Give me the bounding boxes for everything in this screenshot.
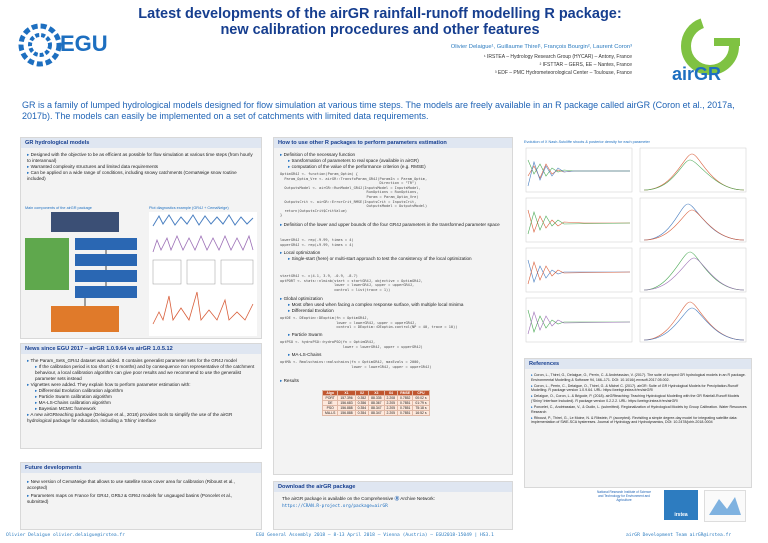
news-line-3: ▸ Vignettes were added. They explain how… — [27, 382, 191, 387]
partner-logo — [704, 490, 746, 522]
future-line-2: ▸ Parameters maps on France for GR4J, GR… — [27, 493, 233, 504]
table-row: PORT 157.396 0.352 88.335 2.208 0.7852 00:02 s — [321, 395, 430, 401]
table-row: PSO 156.888 0.354 88.347 2.205 0.7851 75:18 s — [321, 405, 430, 411]
de-label: ▸ Differential Evolution — [288, 308, 334, 313]
news-panel: News since EGU 2017 – airGR 1.0.9.64 vs … — [20, 343, 262, 449]
download-heading: Download the airGR package — [274, 482, 512, 492]
footer-contact: Olivier Delaigue olivier.delaigue@irstea… — [6, 533, 125, 538]
future-heading: Future developments — [21, 463, 261, 473]
howto-step-4: ▸ Global optimization — [280, 296, 323, 301]
reference-4: ▸ Poncelet, C., Andréassian, V., & Oudin… — [531, 405, 747, 414]
news-line-4: ▸ Differential Evolution calibration alg… — [35, 388, 124, 393]
affiliation-3: ³ EDF – PMC Hydrometeorological Center –… — [494, 70, 632, 76]
howto-heading: How to use other R packages to perform p… — [274, 138, 512, 148]
evolution-figure — [525, 147, 747, 343]
howto-step-4a: ▸ Most often used when facing a complex … — [288, 302, 464, 307]
future-panel: Future developments ▸ New version of Cem… — [20, 462, 262, 530]
diagnostics-plots — [149, 212, 257, 336]
cran-link[interactable]: https://CRAN.R-project.org/package=airGR — [282, 504, 388, 509]
authors: Olivier Delaigue¹, Guillaume Thirel¹, Fr… — [450, 44, 632, 50]
news-line-1: ▸ The Param_Sets_GR4J dataset was added.… — [27, 358, 237, 363]
howto-step-1b: ▸ computation of the value of the perfor… — [288, 164, 426, 169]
table-row: DE 156.683 0.356 88.367 2.205 0.7851 01:79 s — [321, 400, 430, 406]
ps-label: ▸ Particle Swarm — [288, 332, 323, 337]
ma-label: ▸ MA-LS-Chains — [288, 352, 322, 357]
institute-logo-text: National Research Institute of Science a… — [596, 490, 652, 502]
gr-bullet-3: ▸ Can be applied on a wide range of cond… — [27, 170, 237, 181]
news-line-5: ▸ Particle Swarm calibration algorithm — [35, 394, 112, 399]
news-line-7: ▸ Bayesian MCMC framework — [35, 406, 96, 411]
news-line-8: ▸ A new airGRteaching package (Delaigue … — [27, 412, 233, 423]
results-table: Algo X1 X2 X3 X4 RMSE CPU PORT 157.396 0.3… — [321, 390, 430, 416]
news-line-6: ▸ MA-LS-Chains calibration algorithm — [35, 400, 111, 405]
code-block-function: OptimGR4J <- function(Param_Optim) { Par… — [280, 172, 428, 218]
airgr-logo: airGR — [670, 16, 754, 86]
irstea-logo-text: irstea — [674, 512, 688, 518]
reference-1: ▸ Coron, L., Thirel, G., Delaigue, O., P… — [531, 373, 746, 382]
code-block-bounds: lowerGR4J <- rep(-9.99, times = 4) upper… — [280, 238, 354, 247]
howto-step-1: ▸ Definition of the necessary function — [280, 152, 356, 157]
evolution-caption: Evolution of X Nash-Sutcliffe shoots & p… — [524, 140, 650, 144]
future-line-1: ▸ New version of CemaNeige that allows t… — [27, 479, 235, 490]
reference-3: ▸ Delaigue, O., Coron, L. & Brigode, P. … — [531, 394, 740, 403]
gr-bullet-2: ▸ Warranted complexity structures and li… — [27, 164, 159, 169]
r-logo-icon: Ⓡ — [394, 496, 400, 501]
gr-models-panel: GR hydrological models ▸ Designed with t… — [20, 137, 262, 339]
title-line-1: Latest developments of the airGR rainfal… — [138, 6, 622, 22]
footer-conference: EGU General Assembly 2018 – 8-13 April 2… — [256, 533, 494, 538]
howto-step-3a: ▸ Single-start (here) or multi-start app… — [288, 256, 472, 261]
irstea-logo: irstea — [664, 490, 698, 520]
diagnostics-caption: Plot diagnostics example (GR4J + CemaNei… — [149, 206, 229, 210]
download-text: The airGR package is available on the Co… — [282, 496, 435, 501]
egu-logo-text: EGU — [60, 31, 108, 56]
code-block-pso: optPSO <- hydroPSO::hydroPSO(fn = OptimG… — [280, 340, 423, 349]
gr-models-heading: GR hydrological models — [21, 138, 261, 148]
components-diagram — [25, 212, 137, 332]
components-caption: Main components of the airGR package — [25, 206, 92, 210]
code-block-de: optDE <- DEoptim::DEoptim(fn = OptimGR4J… — [280, 316, 458, 330]
title-line-2: new calibration procedures and other fea… — [220, 22, 540, 38]
code-block-local: startGR4J <- c(4.1, 3.9, -0.9, -8.7) opt… — [280, 274, 423, 292]
references-heading: References — [525, 359, 751, 369]
howto-step-2: ▸ Definition of the lower and upper boun… — [280, 222, 500, 227]
table-row: MA-LS 156.888 0.354 88.347 2.205 0.7851 16:52 … — [321, 410, 430, 416]
egu-logo: EGU — [16, 18, 112, 70]
poster-title: Latest developments of the airGR rainfal… — [120, 6, 640, 38]
affiliation-1: ¹ IRSTEA – Hydrology Research Group (HYC… — [483, 54, 632, 60]
affiliation-2: ² IFSTTAR – GERS, EE – Nantes, France — [539, 62, 632, 68]
airgr-logo-text: airGR — [672, 64, 722, 84]
news-line-2: ▸ If the calibration period is too short… — [35, 364, 255, 381]
howto-step-3: ▸ Local optimization — [280, 250, 321, 255]
intro-text: GR is a family of lumped hydrological mo… — [22, 100, 735, 121]
footer-team: airGR Development Team airGR@irstea.fr — [626, 533, 732, 538]
reference-5: ▸ Riboust, P., Thirel, G., Le Moine, N. … — [531, 415, 738, 425]
gr-bullet-1: ▸ Designed with the objective to be as e… — [27, 152, 253, 163]
evolution-grid — [525, 147, 747, 343]
howto-panel: How to use other R packages to perform p… — [273, 137, 513, 475]
references-panel: References ▸ Coron, L., Thirel, G., Dela… — [524, 358, 752, 488]
news-heading: News since EGU 2017 – airGR 1.0.9.64 vs … — [21, 344, 261, 354]
download-panel: Download the airGR package The airGR pac… — [273, 481, 513, 530]
code-block-ma: optMA <- Rmalschains::malschains(fn = Op… — [280, 360, 432, 369]
howto-step-1a: ▸ transformation of parameters to real s… — [288, 158, 419, 163]
results-label: ▸ Results — [280, 378, 299, 383]
reference-2: ▸ Coron, L., Perrin, C., Delaigue, O., T… — [531, 383, 739, 393]
